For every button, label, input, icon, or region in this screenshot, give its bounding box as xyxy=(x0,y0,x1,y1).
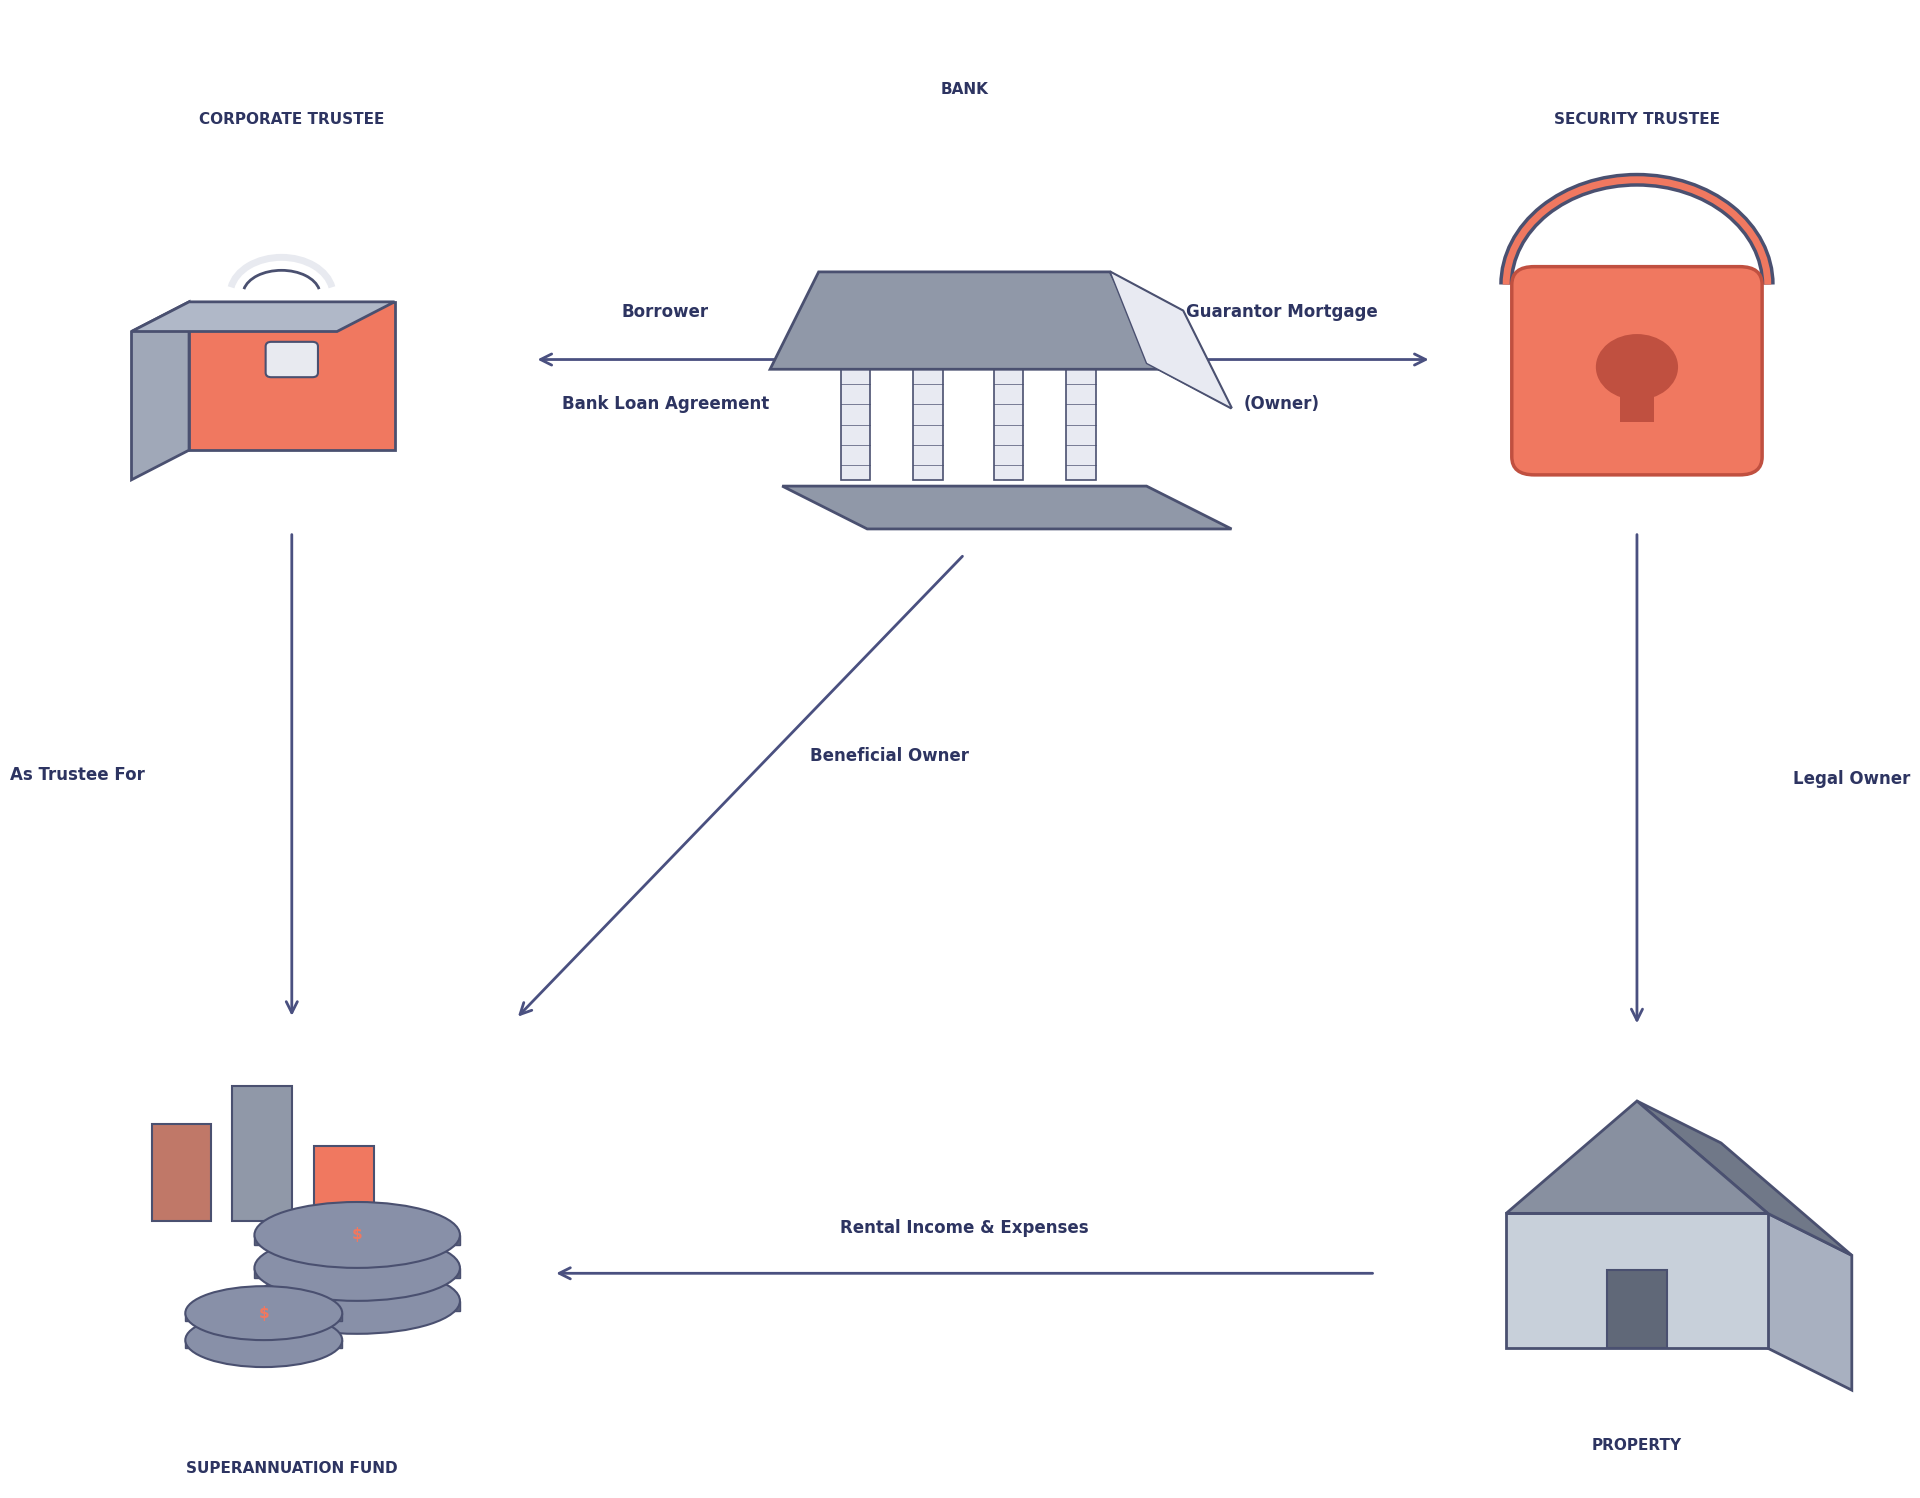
Polygon shape xyxy=(1110,273,1231,407)
Bar xyxy=(993,369,1023,481)
Text: $: $ xyxy=(259,1306,269,1321)
Bar xyxy=(232,1086,292,1221)
Bar xyxy=(1607,1270,1667,1348)
Text: Bank Loan Agreement: Bank Loan Agreement xyxy=(563,395,770,413)
Bar xyxy=(1066,369,1096,481)
Text: CORPORATE TRUSTEE: CORPORATE TRUSTEE xyxy=(200,112,384,127)
Text: Beneficial Owner: Beneficial Owner xyxy=(810,748,970,765)
Polygon shape xyxy=(770,273,1158,369)
Bar xyxy=(152,1124,211,1221)
Ellipse shape xyxy=(186,1314,342,1368)
Text: Legal Owner: Legal Owner xyxy=(1793,770,1910,788)
Text: (Owner): (Owner) xyxy=(1244,395,1319,413)
Bar xyxy=(315,1146,374,1221)
Text: As Trustee For: As Trustee For xyxy=(10,765,144,785)
Bar xyxy=(1620,380,1653,422)
Text: $: $ xyxy=(351,1227,363,1242)
Polygon shape xyxy=(1768,1213,1851,1390)
Ellipse shape xyxy=(255,1201,461,1267)
Polygon shape xyxy=(1505,1101,1768,1213)
Polygon shape xyxy=(1638,1101,1851,1255)
Bar xyxy=(841,369,870,481)
Polygon shape xyxy=(255,1267,461,1278)
FancyBboxPatch shape xyxy=(265,342,319,377)
Circle shape xyxy=(1596,334,1678,400)
Polygon shape xyxy=(255,1234,461,1245)
Polygon shape xyxy=(1110,273,1231,407)
Ellipse shape xyxy=(255,1267,461,1333)
FancyBboxPatch shape xyxy=(1511,267,1763,475)
Ellipse shape xyxy=(186,1287,342,1341)
Polygon shape xyxy=(186,1341,342,1348)
Text: SUPERANNUATION FUND: SUPERANNUATION FUND xyxy=(186,1461,397,1476)
Text: Rental Income & Expenses: Rental Income & Expenses xyxy=(841,1219,1089,1237)
Ellipse shape xyxy=(255,1234,461,1300)
Text: Borrower: Borrower xyxy=(622,303,708,321)
Polygon shape xyxy=(188,303,394,449)
Polygon shape xyxy=(781,485,1231,529)
Text: Guarantor Mortgage: Guarantor Mortgage xyxy=(1187,303,1379,321)
Polygon shape xyxy=(255,1300,461,1311)
Polygon shape xyxy=(131,303,188,479)
Polygon shape xyxy=(186,1314,342,1321)
Text: SECURITY TRUSTEE: SECURITY TRUSTEE xyxy=(1553,112,1720,127)
Bar xyxy=(914,369,943,481)
Text: BANK: BANK xyxy=(941,82,989,97)
Text: PROPERTY: PROPERTY xyxy=(1592,1438,1682,1453)
Polygon shape xyxy=(131,303,394,331)
Polygon shape xyxy=(1505,1213,1768,1348)
